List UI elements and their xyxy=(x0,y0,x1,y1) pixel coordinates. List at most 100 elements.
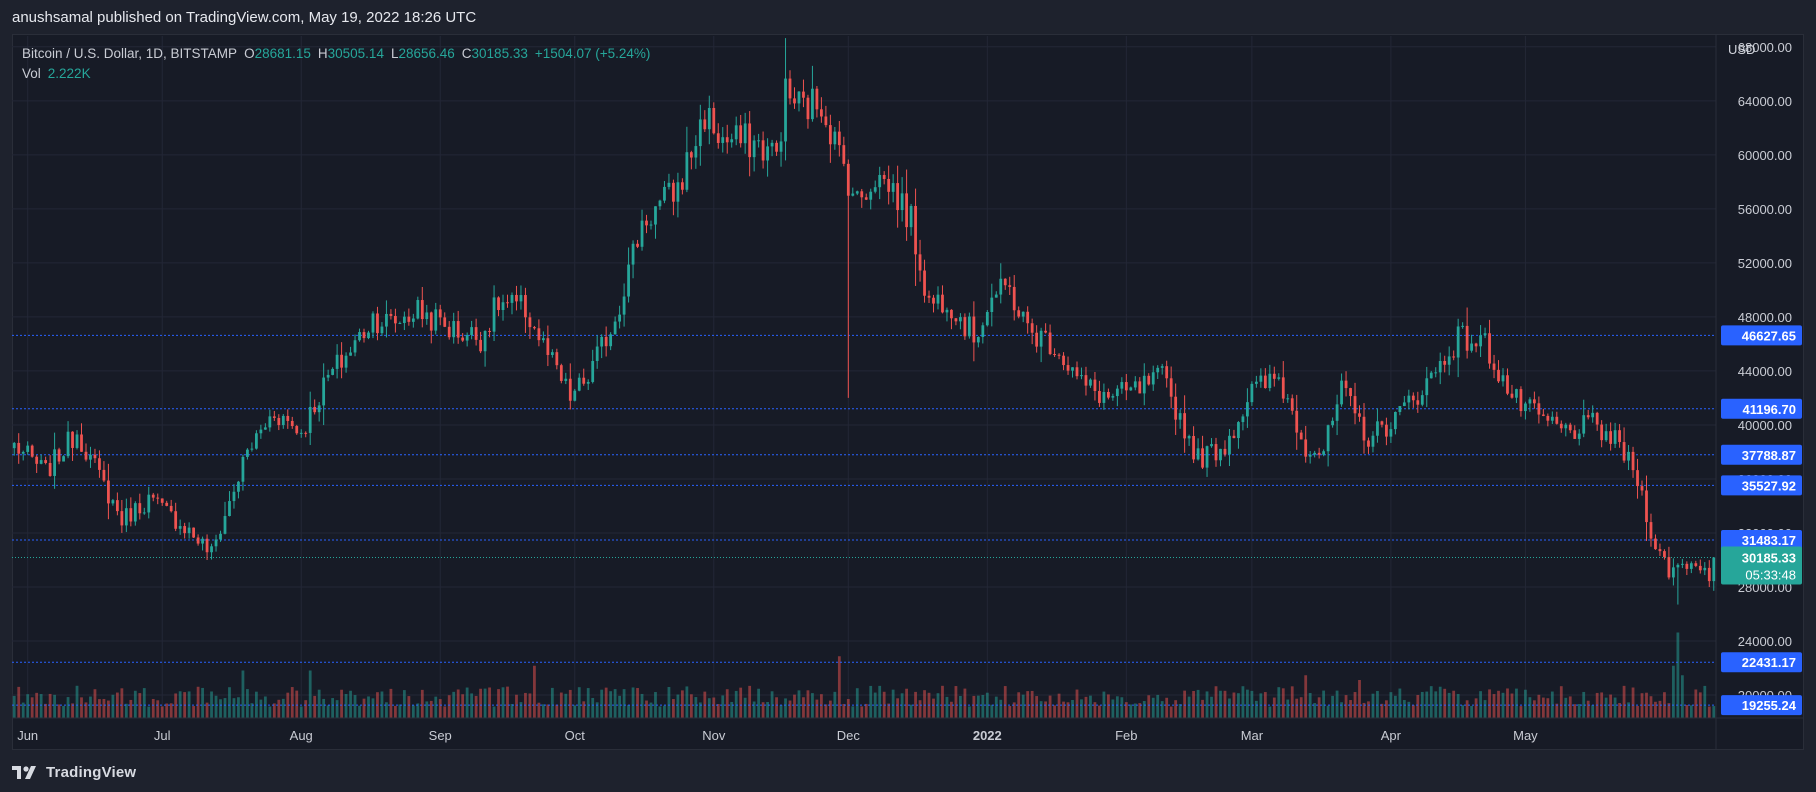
level-badge-text: 46627.65 xyxy=(1742,328,1796,343)
volume-bar xyxy=(797,690,801,718)
volume-bar xyxy=(1133,703,1137,718)
candle-body xyxy=(1295,410,1299,433)
level-badge xyxy=(1721,325,1802,346)
candle-body xyxy=(1160,366,1164,368)
volume-bar xyxy=(1712,706,1716,718)
candle-body xyxy=(479,339,482,352)
candle-body xyxy=(622,296,626,315)
candle-body xyxy=(1564,424,1568,429)
candle-body xyxy=(1214,444,1218,461)
candle-body xyxy=(654,206,657,225)
candle-body xyxy=(151,494,155,498)
volume-row: Vol 2.222K xyxy=(22,64,650,84)
volume-bar xyxy=(470,693,474,718)
volume-bar xyxy=(160,706,164,718)
level-badge xyxy=(1721,529,1802,550)
candle-body xyxy=(658,200,662,207)
volume-bar xyxy=(402,690,406,718)
candle-body xyxy=(645,220,648,226)
brand-name[interactable]: TradingView xyxy=(46,763,137,781)
volume-bar xyxy=(1564,697,1568,718)
volume-bar xyxy=(1299,697,1303,718)
candle-body xyxy=(1268,373,1272,389)
volume-bar xyxy=(1497,690,1500,718)
candle-body xyxy=(1586,415,1590,418)
candle-body xyxy=(1187,435,1191,439)
volume-bar xyxy=(1618,702,1621,718)
volume-bar xyxy=(434,696,438,718)
symbol-label[interactable]: Bitcoin / U.S. Dollar, 1D, BITSTAMP xyxy=(22,46,238,61)
volume-bar xyxy=(645,700,648,718)
candle-body xyxy=(1420,395,1424,405)
volume-bar xyxy=(689,694,693,718)
candle-body xyxy=(990,297,994,313)
candle-body xyxy=(411,318,415,322)
candle-body xyxy=(438,309,442,318)
candle-body xyxy=(873,187,877,192)
volume-bar xyxy=(1456,694,1460,718)
volume-bar xyxy=(613,689,617,718)
volume-bar xyxy=(1003,686,1007,718)
volume-bar xyxy=(353,695,357,718)
volume-bar xyxy=(1295,698,1299,718)
volume-bar xyxy=(640,693,644,718)
candle-body xyxy=(1698,565,1702,571)
candle-body xyxy=(999,278,1003,295)
candle-body xyxy=(568,378,572,401)
volume-bar xyxy=(869,685,873,718)
volume-bar xyxy=(1102,691,1106,718)
candle-body xyxy=(1111,396,1115,398)
candle-body xyxy=(1133,381,1137,388)
volume-bar xyxy=(1057,693,1061,718)
candle-body xyxy=(358,332,361,341)
candle-body xyxy=(1398,406,1402,413)
volume-bar xyxy=(1353,692,1357,718)
candle-body xyxy=(1528,399,1532,404)
volume-bar xyxy=(1246,689,1249,718)
candle-body xyxy=(936,294,940,304)
volume-bar xyxy=(864,703,868,718)
volume-bar xyxy=(586,688,590,718)
candle-body xyxy=(353,340,357,353)
price-tick-label: 68000.00 xyxy=(1738,40,1792,55)
volume-bar xyxy=(680,690,684,718)
volume-bar xyxy=(290,687,294,718)
tradingview-logo-icon[interactable] xyxy=(12,764,40,780)
volume-bar xyxy=(237,697,240,718)
volume-bar xyxy=(1317,697,1321,718)
volume-bar xyxy=(784,698,787,718)
candle-body xyxy=(398,323,402,325)
volume-bar xyxy=(1434,691,1438,718)
candle-body xyxy=(447,326,451,338)
candle-body xyxy=(429,312,433,331)
volume-bar xyxy=(111,694,115,718)
candle-body xyxy=(1151,372,1155,385)
last-price-text: 30185.33 xyxy=(1742,550,1796,565)
volume-bar xyxy=(1483,700,1487,718)
candle-body xyxy=(1609,431,1613,444)
candle-body xyxy=(775,142,778,152)
volume-bar xyxy=(1488,689,1491,718)
volume-label[interactable]: Vol xyxy=(22,66,41,81)
volume-bar xyxy=(833,691,837,718)
volume-bar xyxy=(62,705,65,718)
volume-bar xyxy=(506,686,509,718)
volume-bar xyxy=(1694,689,1698,718)
candle-body xyxy=(1201,448,1204,468)
candle-body xyxy=(976,337,980,343)
volume-bar xyxy=(945,696,949,718)
candle-body xyxy=(524,295,527,318)
candle-body xyxy=(120,511,124,526)
volume-bar xyxy=(120,688,124,718)
candle-body xyxy=(1308,454,1312,457)
candle-body xyxy=(712,107,716,134)
volume-bar xyxy=(1080,699,1083,718)
candle-body xyxy=(1192,435,1195,460)
volume-bar xyxy=(600,689,604,718)
candle-body xyxy=(909,205,913,228)
currency-label[interactable]: USD xyxy=(1728,42,1756,57)
candle-body xyxy=(17,442,21,454)
volume-bar xyxy=(1308,693,1312,718)
volume-bar xyxy=(268,706,272,718)
